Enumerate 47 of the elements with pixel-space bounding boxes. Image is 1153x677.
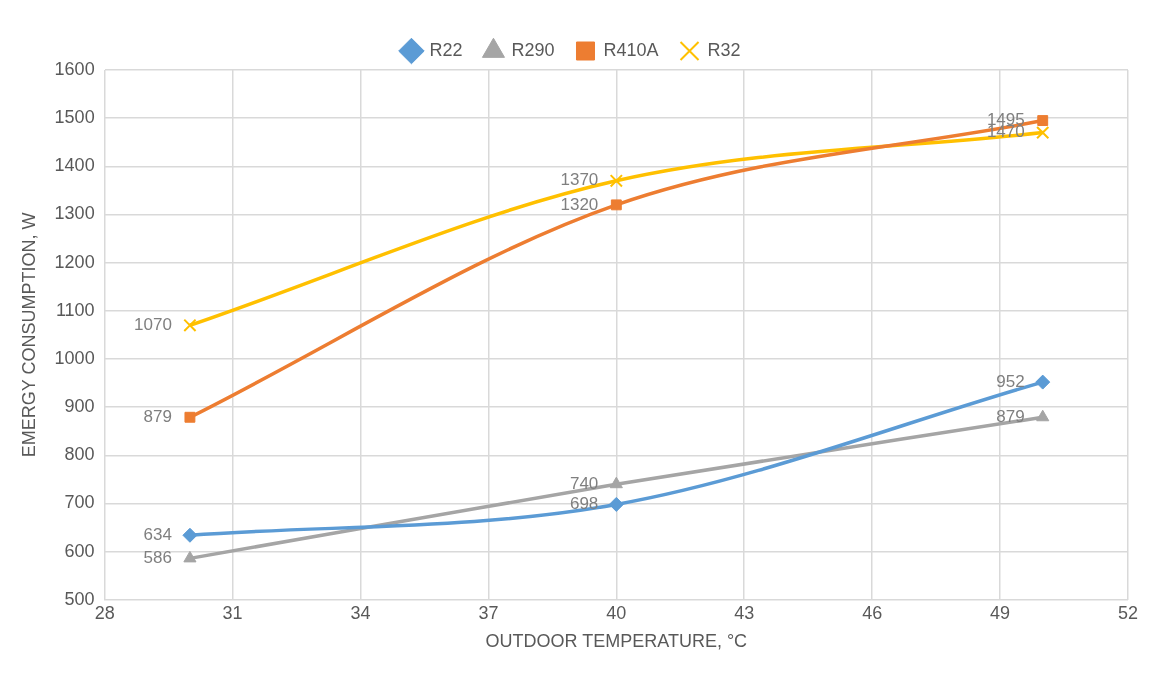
- y-tick-label: 1600: [54, 58, 95, 79]
- point: [183, 318, 197, 332]
- x-tick-label: 31: [222, 602, 243, 623]
- x-tick-label: 37: [478, 602, 499, 623]
- legend-label: R410A: [603, 39, 659, 60]
- data-label: 952: [996, 371, 1025, 391]
- point: [1036, 125, 1050, 140]
- point: [184, 411, 196, 423]
- x-tick-label: 28: [94, 602, 115, 623]
- data-label: 1320: [560, 194, 599, 214]
- data-label: 740: [569, 473, 599, 493]
- y-tick-label: 1300: [54, 203, 95, 224]
- x-tick-label: 40: [606, 602, 627, 623]
- y-tick-label: 500: [64, 588, 95, 609]
- y-tick-label: 700: [64, 492, 95, 513]
- y-tick-label: 1400: [54, 155, 95, 176]
- y-axis-title: EMERGY CONSUMPTION, W: [18, 212, 39, 458]
- point: [1037, 115, 1049, 127]
- legend-label: R32: [707, 39, 741, 60]
- y-tick-label: 1000: [54, 347, 95, 368]
- legend-label: R22: [429, 39, 463, 60]
- x-axis-title: OUTDOOR TEMPERATURE, °C: [485, 631, 748, 652]
- point: [1035, 374, 1051, 390]
- y-tick-label: 600: [64, 540, 95, 561]
- point: [182, 527, 198, 543]
- point: [1036, 409, 1050, 422]
- data-label: 1370: [560, 170, 599, 190]
- legend-label: R290: [511, 39, 555, 60]
- data-label: 879: [143, 406, 172, 426]
- point: [608, 496, 624, 512]
- x-tick-label: 52: [1117, 602, 1139, 623]
- data-label: 1070: [134, 314, 172, 334]
- y-tick-label: 1100: [55, 299, 95, 320]
- x-tick-label: 34: [350, 602, 371, 623]
- point: [609, 174, 623, 188]
- y-tick-label: 1200: [54, 251, 95, 272]
- point: [183, 550, 197, 563]
- point: [610, 199, 622, 211]
- x-tick-label: 46: [862, 602, 883, 623]
- x-tick-label: 49: [990, 602, 1011, 623]
- x-tick-label: 43: [734, 602, 755, 623]
- data-label: 634: [143, 524, 172, 544]
- y-tick-label: 1500: [54, 107, 95, 128]
- y-tick-label: 900: [64, 396, 95, 417]
- point: [609, 476, 623, 489]
- y-tick-label: 800: [64, 444, 95, 465]
- data-label: 586: [143, 548, 172, 568]
